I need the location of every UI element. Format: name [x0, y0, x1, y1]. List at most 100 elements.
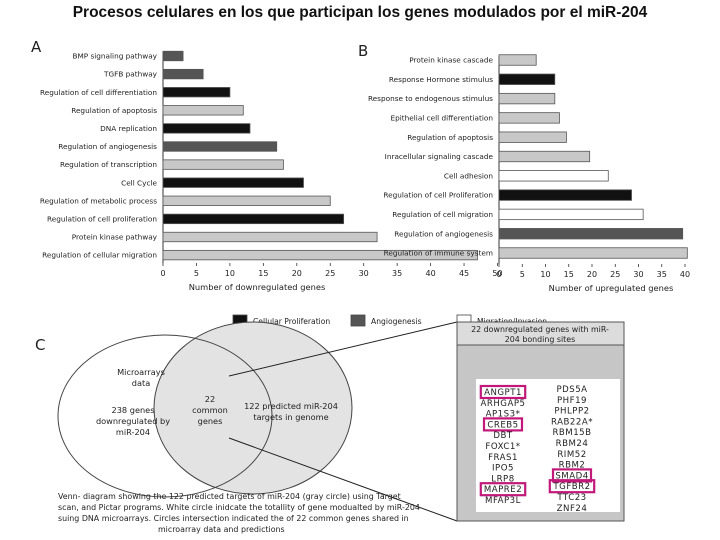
chart-a-category-label: Regulation of cell proliferation: [47, 215, 157, 224]
chart-b-category-label: Response to endogenous stimulus: [368, 94, 493, 103]
chart-b-category-label: Response Hormone stimulus: [389, 75, 493, 84]
chart-b-category-label: Protein kinase cascade: [409, 56, 493, 65]
chart-b-tick-label: 40: [680, 270, 690, 279]
genes-box-list-bg: [476, 379, 620, 512]
chart-a-tick-label: 25: [325, 269, 335, 278]
venn-right-text-1: 122 predicted miR-204: [244, 401, 338, 411]
chart-a: BMP signaling pathway TGFB pathway Regulat…: [40, 50, 503, 292]
chart-a-x-axis-label: Number of downregulated genes: [189, 282, 326, 292]
chart-a-tick-label: 40: [426, 269, 436, 278]
gene-name: LRP8: [491, 474, 514, 484]
chart-b-category-label: Cell adhesion: [444, 171, 493, 180]
legend-label: Angiogenesis: [371, 317, 422, 326]
venn-left-text-3: miR-204: [116, 427, 150, 437]
chart-b-tick-label: 30: [633, 270, 643, 279]
gene-highlight-box: [479, 482, 527, 497]
venn-connector-top: [228, 321, 458, 377]
chart-a-tick-label: 45: [459, 269, 469, 278]
venn-predicted-circle: [153, 321, 353, 495]
genes-box-header: [456, 321, 625, 346]
venn-caption: Venn- diagram showing the 122 predicted …: [58, 492, 420, 534]
venn-center-text-1: common: [192, 405, 228, 415]
chart-b-category-label: Regulation of apoptosis: [407, 133, 493, 142]
gene-highlight-box: [482, 417, 524, 432]
chart-a-bar: [162, 249, 478, 261]
chart-a-category-label: Regulation of apoptosis: [71, 106, 157, 115]
chart-b: Protein kinase cascade Response Hormone s…: [368, 54, 690, 293]
chart-b-bar: [498, 208, 644, 221]
chart-a-tick-label: 5: [194, 269, 199, 278]
chart-b-bar: [498, 131, 567, 143]
gene-name: RAB22A*: [551, 417, 593, 427]
chart-b-tick-label: 35: [657, 270, 667, 279]
gene-highlight-box: [479, 384, 527, 400]
gene-name: ZNF24: [557, 504, 588, 514]
chart-b-tick-label: 15: [564, 270, 574, 279]
chart-a-bar: [162, 105, 244, 116]
chart-a-tick-label: 15: [258, 269, 268, 278]
chart-b-tick-label: 0: [496, 270, 501, 279]
gene-name: RBM24: [556, 439, 589, 449]
chart-b-category-label: Inracellular signaling cascade: [385, 152, 494, 161]
chart-b-bar: [498, 228, 684, 240]
panel-label-c: C: [35, 336, 45, 354]
gene-name: DBT: [493, 431, 513, 441]
gene-name: TTC23: [556, 493, 586, 503]
chart-a-category-label: BMP signaling pathway: [72, 52, 157, 61]
gene-name: PDS5A: [556, 385, 587, 395]
gene-name: RIM52: [557, 450, 586, 460]
gene-name: PHF19: [557, 396, 587, 406]
gene-name: FOXC1*: [485, 442, 520, 452]
chart-a-bar: [162, 123, 251, 134]
gene-name: TGFBR2: [552, 482, 590, 492]
venn-left-text-1: 238 genes: [112, 405, 155, 415]
genes-box: 22 downregulated genes with miR- 204 bon…: [456, 321, 625, 522]
chart-a-category-label: Regulation of metabolic process: [40, 196, 157, 205]
chart-a-category-label: Protein kinase pathway: [72, 233, 158, 242]
chart-b-bar: [498, 73, 556, 85]
chart-a-bar: [162, 231, 378, 243]
gene-highlight-box: [551, 468, 593, 483]
chart-b-category-label: Regulation of cell Proliferation: [383, 191, 493, 200]
chart-a-category-label: Regulation of angiogenesis: [58, 142, 157, 151]
chart-b-tick-label: 5: [520, 270, 525, 279]
venn-microarray-circle: [57, 334, 273, 498]
caption-line-1: Venn- diagram showing the 122 predicted …: [58, 492, 401, 501]
venn-connector-bottom: [228, 437, 458, 522]
gene-name: ARHGAP5: [480, 399, 525, 409]
chart-b-bar: [498, 170, 609, 182]
chart-a-category-label: TGFB pathway: [103, 70, 158, 79]
panel-label-a: A: [31, 38, 42, 56]
chart-a-tick-label: 30: [359, 269, 369, 278]
gene-name: MAPRE2: [484, 485, 522, 495]
chart-b-tick-label: 20: [587, 270, 597, 279]
panel-label-b: B: [358, 42, 368, 60]
chart-a-bar: [162, 195, 331, 206]
gene-name: PHLPP2: [554, 407, 589, 417]
caption-line-2: scan, and Pictar programs. White circle …: [58, 503, 420, 512]
chart-b-bar: [498, 247, 688, 259]
page-title: Procesos celulares en los que participan…: [72, 4, 648, 21]
chart-a-category-label: Cell Cycle: [121, 178, 157, 187]
genes-list: ANGPT1ARHGAP5AP1S3*CREB5DBTFOXC1*FRAS1IP…: [479, 384, 596, 514]
chart-b-bar: [498, 92, 556, 105]
chart-a-category-label: DNA replication: [100, 124, 157, 133]
chart-b-category-label: Regulation of angiogenesis: [394, 229, 493, 238]
chart-a-category-label: Regulation of cellular migration: [42, 251, 157, 260]
gene-name: RBM15B: [552, 428, 591, 438]
chart-a-category-label: Regulation of transcription: [60, 160, 157, 169]
chart-a-bar: [162, 141, 278, 152]
gene-highlight-box: [548, 479, 596, 494]
gene-name: CREB5: [487, 420, 518, 430]
chart-a-bar: [162, 177, 304, 188]
chart-a-bar: [162, 87, 231, 98]
gene-name: IPO5: [492, 464, 514, 474]
gene-name: FRAS1: [488, 453, 518, 463]
chart-b-bar: [498, 150, 591, 163]
gene-name: MFAP3L: [485, 496, 521, 506]
chart-b-category-label: Regulation of immune system: [384, 249, 493, 258]
legend-swatch: [350, 314, 366, 327]
chart-a-bar: [162, 213, 345, 225]
caption-line-4: microarray data and predictions: [158, 525, 285, 534]
